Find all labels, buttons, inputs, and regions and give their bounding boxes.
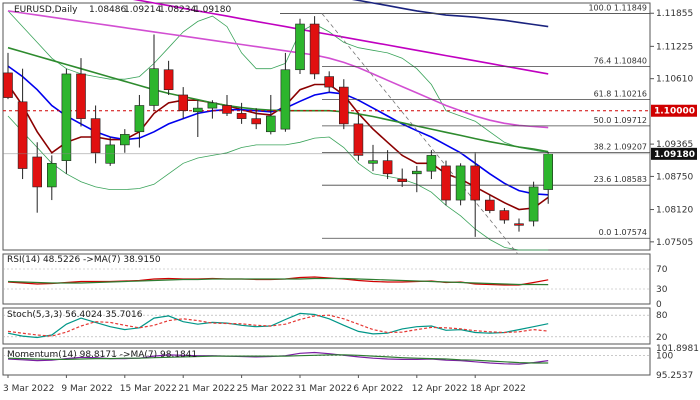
y-tick-label: 1.11855	[656, 9, 693, 19]
main-legend-close: 1.09180	[194, 5, 231, 15]
candle-body	[397, 178, 408, 182]
candle-body	[368, 160, 378, 164]
momentum-legend: Momentum(14) 98.8171 ->MA(7) 98.1841	[7, 350, 197, 360]
momentum-y-tick-label: 101.8981	[656, 344, 699, 354]
stoch-y-tick-label: 20	[656, 333, 668, 343]
candle-body	[3, 72, 13, 98]
x-tick-label: 15 Mar 2022	[120, 384, 177, 394]
momentum-y-tick-label: 95.2537	[656, 371, 693, 381]
main-legend-title: EURUSD,Daily	[14, 5, 78, 15]
candle-body	[163, 69, 174, 91]
candle-body	[207, 102, 218, 109]
candle-body	[382, 160, 393, 175]
bollinger-lower-line	[7, 115, 549, 251]
reference-level-label: 1.10000	[654, 107, 695, 117]
candle-body	[178, 94, 188, 112]
candle-body	[32, 156, 43, 188]
rsi-series-line	[7, 277, 549, 286]
candle-body	[236, 113, 247, 119]
candle-body	[426, 155, 437, 172]
y-tick-label: 1.09365	[656, 140, 693, 150]
candle-body	[411, 170, 422, 175]
candle-body	[149, 68, 159, 106]
fib-level-label: 100.0 1.11849	[588, 4, 647, 13]
candle-body	[76, 73, 86, 119]
panel-frame	[2, 307, 651, 345]
fib-level-label: 23.6 1.08583	[594, 175, 647, 184]
x-tick-label: 9 Mar 2022	[61, 384, 112, 394]
current-price-tag	[651, 147, 697, 160]
candle-body	[120, 134, 130, 146]
x-tick-label: 18 Apr 2022	[470, 384, 526, 394]
fib-trend-line	[321, 13, 519, 255]
reference-level-tag	[651, 104, 697, 117]
candle-body	[17, 101, 28, 169]
fib-level-label: 38.2 1.09207	[594, 142, 647, 151]
candle-body	[251, 118, 261, 125]
momentum-y-tick-label: 100	[656, 352, 673, 362]
main-legend-low: 1.08234	[159, 5, 196, 15]
bollinger-upper-line	[7, 10, 549, 154]
fib-level-label: 0.0 1.07574	[599, 228, 647, 237]
x-tick-label: 3 Mar 2022	[3, 384, 54, 394]
candle-body	[309, 23, 320, 75]
candle-body	[353, 123, 364, 156]
candle-body	[280, 69, 291, 130]
candle-body	[134, 105, 145, 133]
candle-body	[455, 165, 466, 201]
candle-body	[338, 86, 349, 125]
candle-body	[193, 107, 203, 113]
candle-body	[324, 76, 335, 88]
y-tick-label: 1.10610	[656, 75, 693, 85]
candle-body	[543, 153, 554, 190]
fib-level-label: 76.4 1.10840	[594, 57, 647, 66]
fib-level-label: 61.8 1.10216	[594, 89, 647, 98]
y-tick-label: 1.08120	[656, 206, 693, 216]
x-tick-label: 25 Mar 2022	[237, 384, 294, 394]
moving-average-line	[7, 10, 549, 129]
x-tick-label: 31 Mar 2022	[295, 384, 352, 394]
candle-body	[470, 165, 481, 201]
rsi-y-tick-label: 30	[656, 285, 668, 295]
y-tick-label: 1.08750	[656, 172, 693, 182]
momentum-series-line	[7, 354, 549, 364]
candle-body	[46, 162, 57, 188]
candle-body	[484, 199, 495, 211]
candle-body	[441, 165, 451, 201]
candle-body	[295, 23, 305, 71]
rsi-y-tick-label: 0	[656, 300, 662, 310]
candle-body	[499, 210, 510, 221]
main-legend-open: 1.08486	[89, 5, 126, 15]
candle-body	[222, 105, 232, 114]
moving-average-line	[7, 46, 549, 153]
stoch-legend: Stoch(5,3,3) 56.4024 35.7016	[7, 310, 143, 320]
candle-body	[528, 186, 539, 222]
rsi-legend: RSI(14) 48.5226 ->MA(7) 38.9150	[7, 255, 161, 265]
candle-body	[514, 223, 524, 226]
x-tick-label: 6 Apr 2022	[353, 384, 403, 394]
y-tick-label: 1.07505	[656, 238, 693, 248]
candle-body	[105, 144, 115, 164]
candle-body	[61, 73, 72, 161]
x-tick-label: 21 Mar 2022	[178, 384, 235, 394]
rsi-y-tick-label: 70	[656, 265, 668, 275]
moving-average-line	[132, 0, 549, 75]
stoch-series-line	[7, 314, 549, 337]
moving-average-line	[351, 0, 549, 28]
fib-level-label: 50.0 1.09712	[594, 116, 647, 125]
candle-body	[90, 118, 101, 154]
stoch-y-tick-label: 80	[656, 311, 668, 321]
y-tick-label: 1.11225	[656, 42, 693, 52]
main-legend-high: 1.09214	[124, 5, 161, 15]
stoch-series-line	[7, 312, 549, 339]
candle-body	[265, 115, 276, 133]
x-tick-label: 12 Apr 2022	[412, 384, 468, 394]
current-price-label: 1.09180	[654, 150, 695, 160]
